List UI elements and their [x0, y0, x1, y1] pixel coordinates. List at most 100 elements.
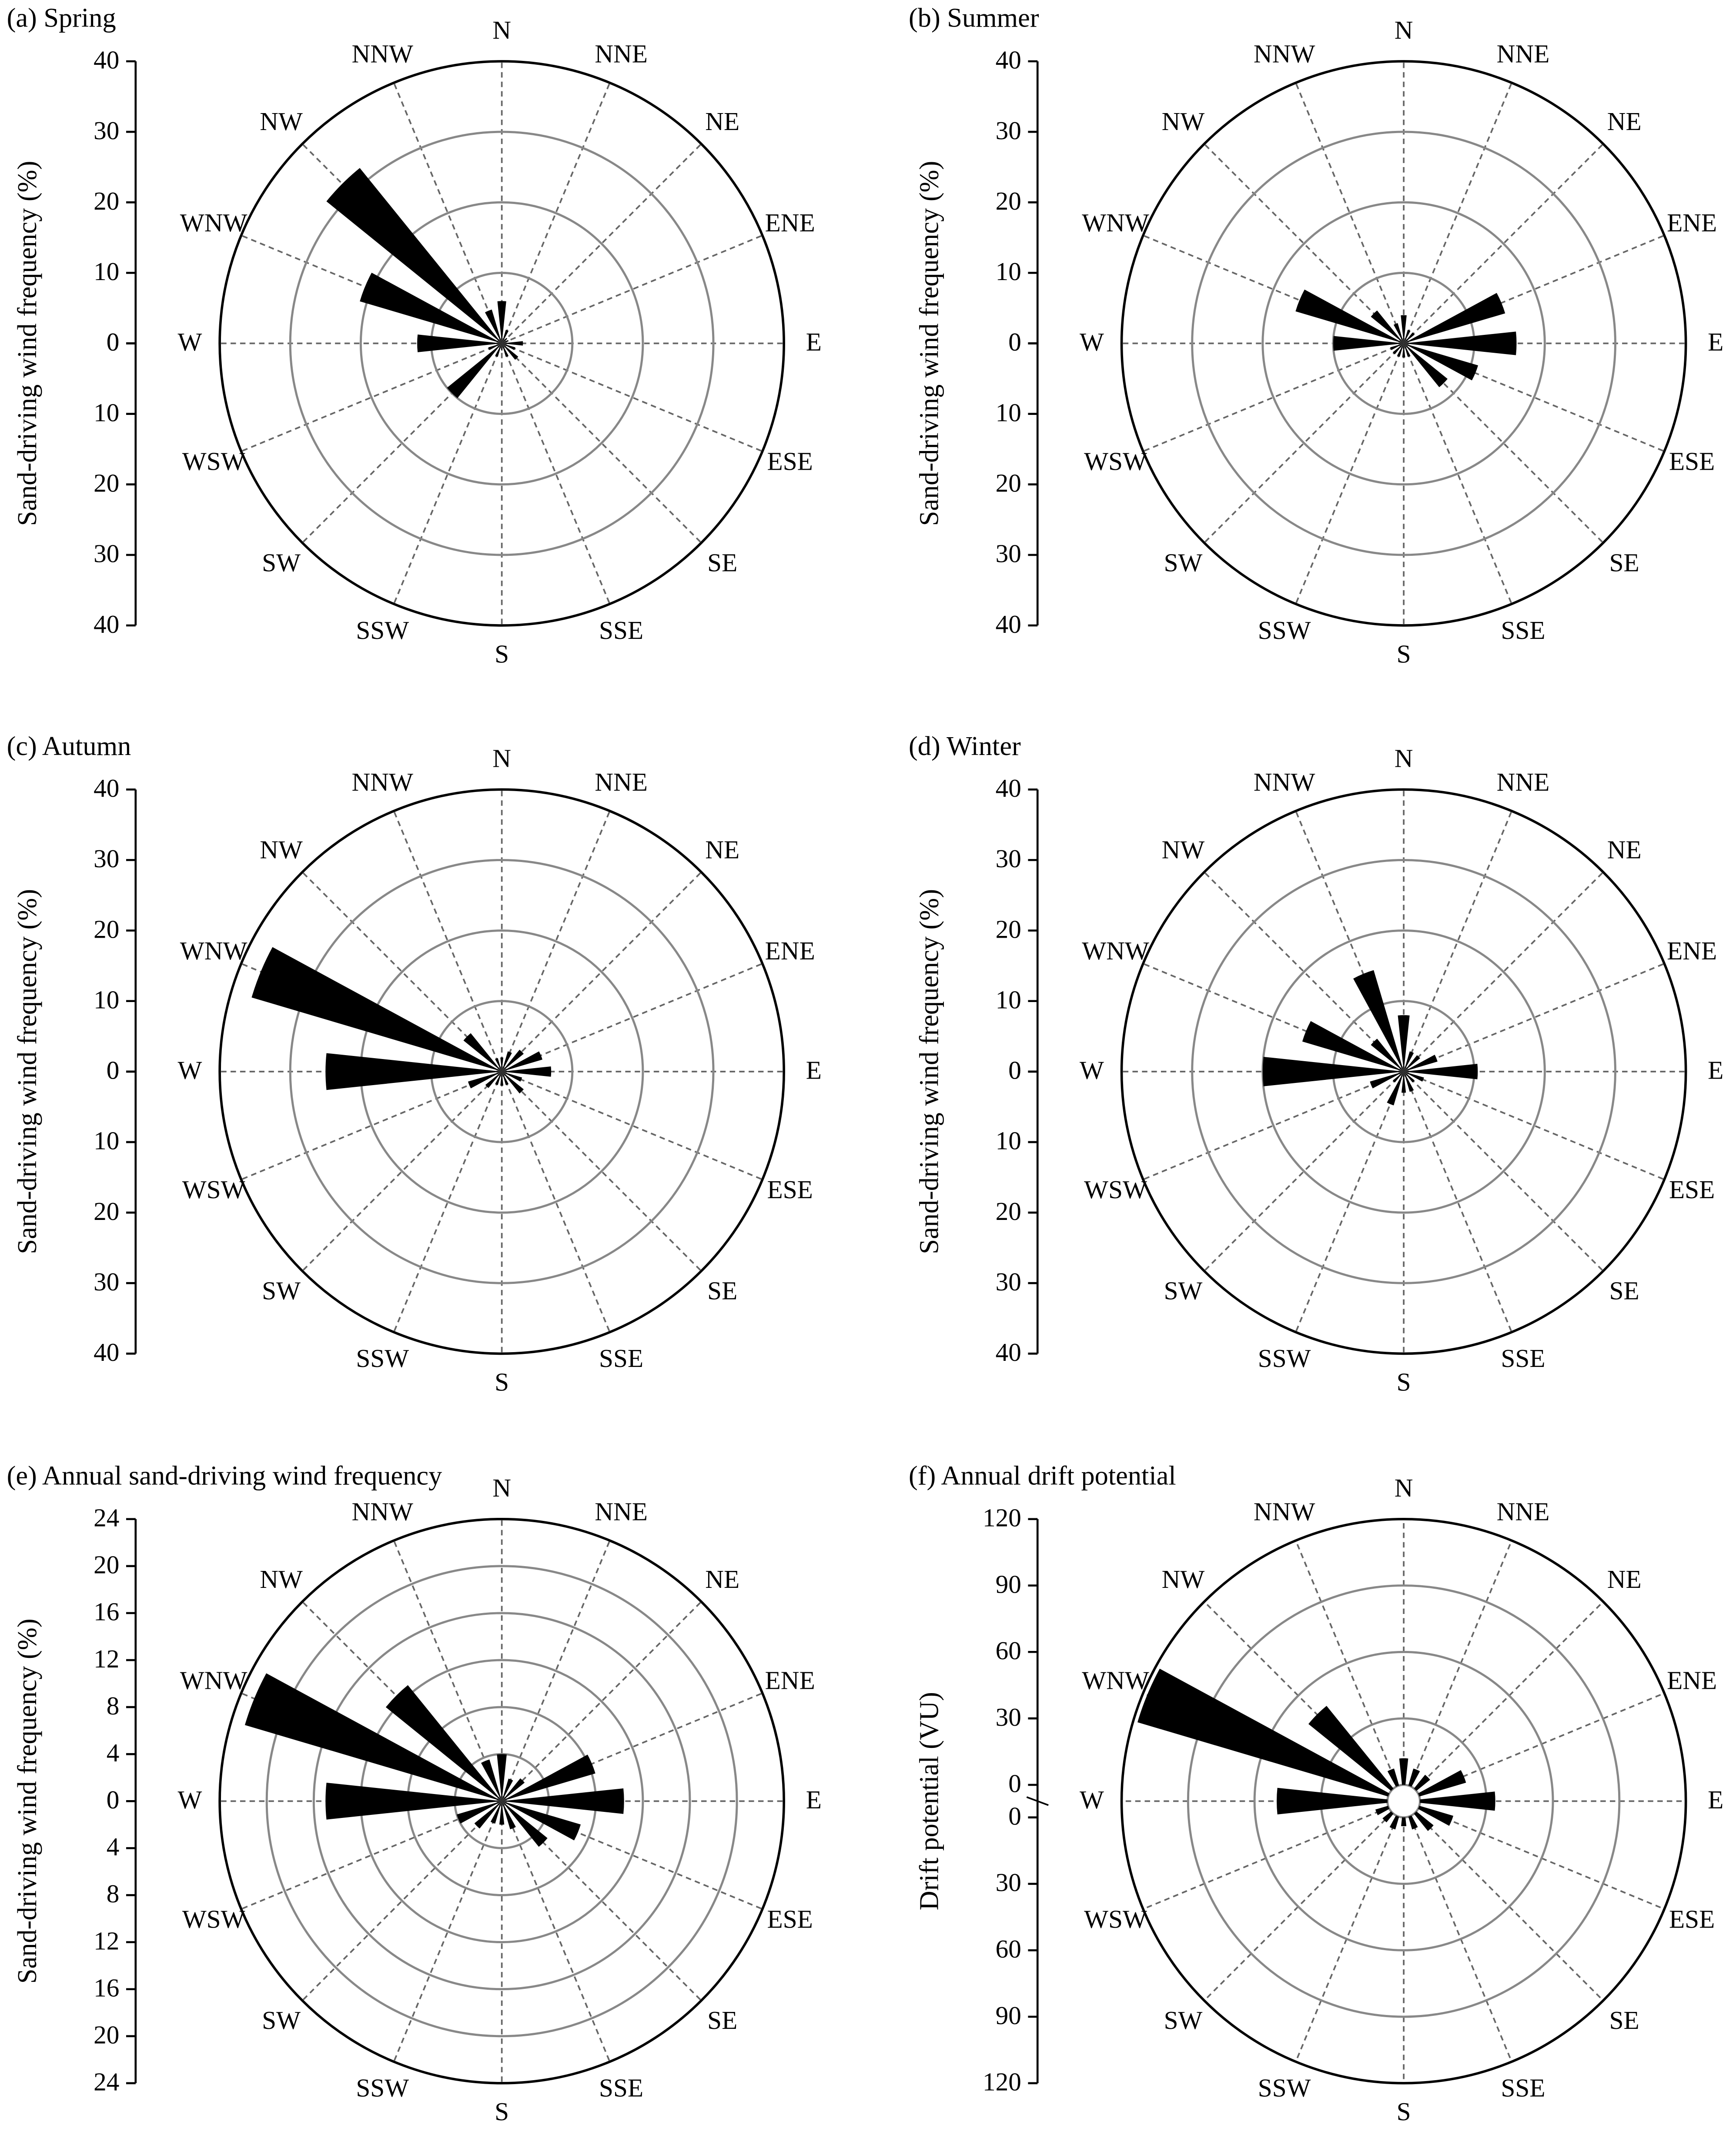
y-tick-label: 90: [996, 1570, 1021, 1598]
y-tick-label: 30: [94, 844, 119, 873]
direction-label: NE: [705, 1565, 739, 1594]
grid-ring: [1253, 1651, 1554, 1951]
wedge: [502, 340, 509, 344]
y-tick-label: 0: [107, 327, 120, 356]
direction-label: SW: [262, 1276, 301, 1305]
y-tick-label: 60: [996, 1636, 1021, 1665]
direction-label: SE: [1609, 1276, 1639, 1305]
y-tick-label: 16: [94, 1973, 119, 2002]
direction-label: NNE: [595, 1497, 648, 1526]
grid-ring: [289, 859, 715, 1284]
wedge: [1392, 343, 1404, 354]
wedge: [502, 1051, 512, 1072]
direction-label: NNW: [351, 768, 413, 796]
wedge: [1308, 1706, 1394, 1791]
wedge: [502, 1071, 509, 1085]
y-tick-label: 40: [996, 774, 1021, 802]
direction-label: SSE: [599, 2074, 643, 2102]
y-tick-label: 0: [107, 1785, 120, 1814]
wedge: [502, 1778, 525, 1801]
direction-label: WNW: [180, 1666, 248, 1695]
wedge: [1399, 1758, 1408, 1785]
wedge: [499, 1801, 505, 1825]
direction-label: WNW: [180, 936, 248, 965]
chart-title: (c) Autumn: [7, 731, 131, 761]
direction-label: W: [178, 1785, 202, 1814]
direction-label: N: [492, 16, 511, 44]
direction-label: NE: [1607, 835, 1642, 864]
direction-label: SSE: [599, 616, 643, 645]
wedge: [1390, 343, 1404, 350]
wedge: [1404, 1055, 1438, 1072]
direction-label: ESE: [1669, 1904, 1715, 1933]
y-tick-label: 0: [1008, 1801, 1021, 1830]
direction-label: SSW: [356, 1344, 409, 1373]
direction-label: ESE: [1669, 447, 1715, 476]
direction-label: SE: [707, 2006, 737, 2035]
y-tick-label: 0: [107, 1056, 120, 1085]
rose-chart: NNNENEENEEESESESSESSSWSWWSWWWNWNWNNW0010…: [7, 731, 822, 1397]
wedge: [417, 334, 502, 352]
rose-chart: N NNE NE ENE E ESE SE SSE S SSW SW WSW W WNW NW NNW 0 0 30…: [909, 1461, 1723, 2126]
wedge: [474, 1801, 502, 1829]
y-tick-label: 10: [94, 1126, 119, 1155]
wedge: [502, 1801, 548, 1847]
direction-label: NE: [1607, 107, 1642, 136]
outer-ring: [1120, 788, 1687, 1355]
direction-label: ENE: [765, 936, 815, 965]
y-tick-label: 16: [94, 1597, 119, 1626]
y-axis-title: Sand-driving wind frequency (%): [12, 889, 42, 1254]
direction-label: S: [1397, 1368, 1411, 1397]
direction-label: S: [495, 639, 509, 668]
y-tick-label: 30: [996, 1868, 1021, 1897]
wedge: [1404, 330, 1411, 344]
y-tick-label: 4: [107, 1832, 120, 1861]
wedge: [502, 1801, 516, 1830]
direction-label: WSW: [182, 447, 245, 476]
wedge: [1404, 343, 1478, 381]
direction-label: SSE: [1501, 2074, 1545, 2102]
direction-label: E: [1708, 1056, 1723, 1085]
direction-label: SSE: [599, 1344, 643, 1373]
y-axis-title: Sand-driving wind frequency (%): [914, 161, 944, 526]
wedge: [385, 1685, 502, 1801]
y-tick-label: 10: [94, 257, 119, 286]
wedge: [1387, 1071, 1404, 1106]
direction-label: SW: [262, 548, 301, 577]
y-tick-label: 4: [107, 1738, 120, 1767]
y-axis-title: Drift potential (VU): [914, 1692, 944, 1910]
y-tick-label: 0: [1008, 1056, 1021, 1085]
direction-label: ESE: [767, 1175, 813, 1204]
direction-label: NE: [1607, 1565, 1642, 1594]
wedge: [502, 343, 509, 357]
y-tick-label: 20: [996, 1197, 1021, 1226]
wedge: [1371, 310, 1404, 344]
direction-label: N: [1395, 1473, 1413, 1502]
y-axis-title: Sand-driving wind frequency (%): [914, 889, 944, 1254]
outer-ring: [1120, 1517, 1687, 2085]
wedge: [500, 1057, 504, 1072]
direction-label: E: [806, 327, 822, 356]
y-tick-label: 8: [107, 1879, 120, 1908]
direction-label: SW: [262, 2006, 301, 2035]
wedge: [481, 1759, 502, 1801]
outer-ring: [218, 1517, 785, 2085]
wedge: [1398, 1015, 1410, 1072]
wedge: [1404, 331, 1517, 355]
grid-ring: [265, 1565, 738, 2038]
direction-label: ENE: [765, 208, 815, 237]
chart-title: (b) Summer: [909, 3, 1039, 33]
direction-label: SW: [1164, 2006, 1203, 2035]
direction-label: NNW: [351, 1497, 413, 1526]
chart-title: (f) Annual drift potential: [909, 1461, 1176, 1491]
wedge: [1333, 336, 1404, 351]
wedge: [497, 301, 506, 344]
wedge: [502, 337, 508, 344]
wedge: [502, 330, 509, 344]
wedge: [1392, 1071, 1404, 1083]
direction-label: WNW: [1082, 208, 1149, 237]
direction-label: ESE: [767, 447, 813, 476]
axis-break: [1026, 1796, 1049, 1806]
direction-label: WSW: [1084, 1904, 1147, 1933]
direction-label: E: [1708, 327, 1723, 356]
